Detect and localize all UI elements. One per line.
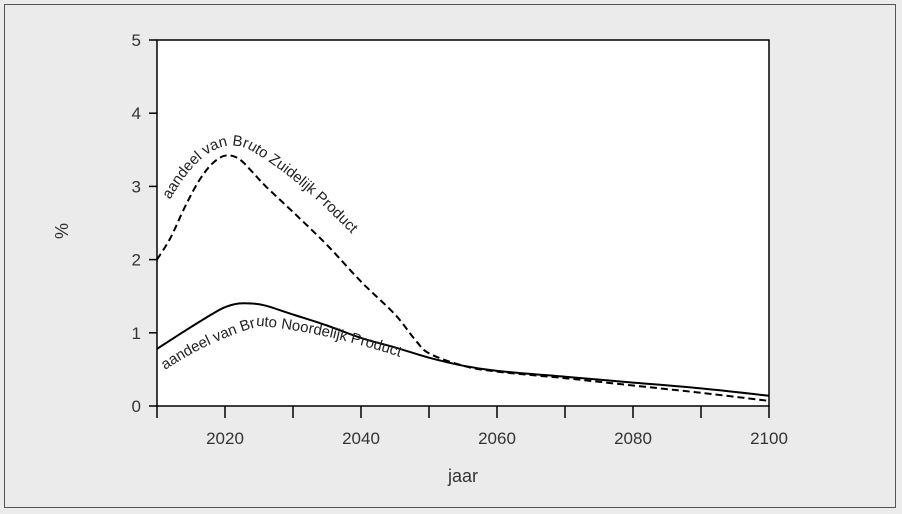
y-tick-label: 5	[132, 31, 141, 50]
x-tick-label: 2080	[614, 429, 652, 448]
x-axis-title: jaar	[447, 466, 478, 486]
plot-area	[156, 39, 770, 407]
series-line-1	[156, 302, 770, 397]
y-axis: 0 1 2 3 4 5	[132, 31, 157, 416]
y-axis-title: %	[52, 223, 72, 239]
x-axis: 2020 2040 2060 2080 2100	[156, 406, 788, 448]
series-line-0	[156, 154, 770, 402]
x-tick-label: 2060	[478, 429, 516, 448]
x-tick-label: 2100	[750, 429, 788, 448]
series-layer	[156, 154, 770, 402]
x-tick-label: 2020	[206, 429, 244, 448]
y-tick-label: 2	[132, 251, 141, 270]
y-tick-label: 1	[132, 324, 141, 343]
y-tick-label: 4	[132, 104, 141, 123]
x-tick-label: 2040	[342, 429, 380, 448]
y-tick-label: 3	[132, 177, 141, 196]
y-tick-label: 0	[132, 397, 141, 416]
